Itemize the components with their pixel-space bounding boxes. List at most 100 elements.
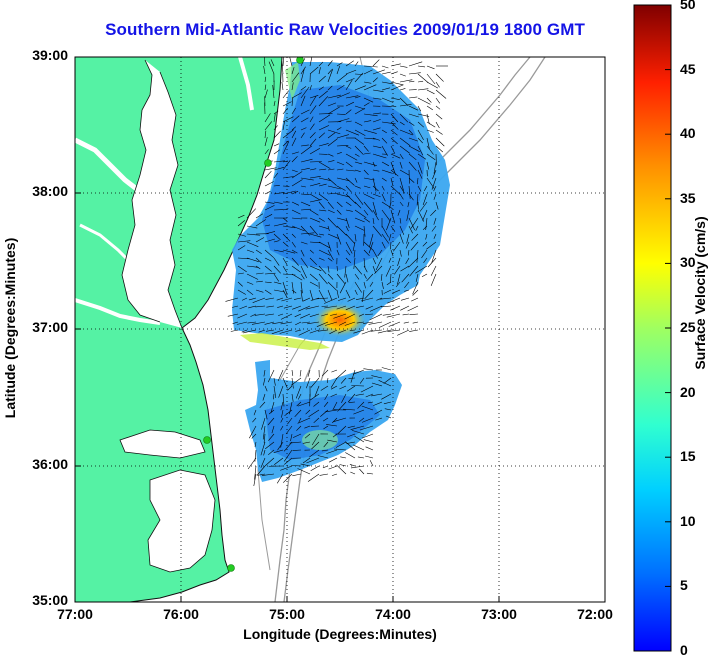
velocity-arrow: [367, 401, 374, 404]
velocity-arrow: [273, 393, 275, 400]
velocity-arrow: [265, 441, 275, 450]
velocity-arrow: [309, 329, 320, 334]
velocity-fringe-south: [240, 333, 330, 350]
velocity-arrow: [363, 249, 370, 257]
x-tick-label: 75:00: [269, 606, 305, 622]
velocity-arrow: [300, 86, 307, 91]
velocity-arrow: [326, 377, 329, 383]
velocity-arrow: [282, 473, 293, 483]
velocity-arrow: [298, 305, 311, 312]
velocity-arrow: [390, 305, 401, 311]
velocity-arrow: [417, 185, 422, 192]
velocity-arrow: [264, 457, 275, 467]
velocity-arrow: [345, 120, 352, 123]
velocity-arrow: [273, 192, 285, 195]
velocity-arrow: [282, 265, 287, 273]
velocity-arrow: [280, 433, 284, 448]
velocity-arrow: [309, 273, 318, 281]
velocity-arrow: [327, 265, 330, 273]
station-marker: [264, 159, 272, 167]
velocity-arrow: [318, 96, 329, 107]
velocity-arrow: [273, 185, 280, 187]
velocity-arrow: [399, 137, 411, 147]
velocity-arrow: [264, 231, 276, 235]
velocity-arrow: [407, 201, 410, 208]
velocity-arrow: [309, 85, 312, 91]
velocity-arrow: [353, 249, 356, 258]
velocity-arrow: [282, 107, 288, 115]
velocity-arrow: [291, 241, 296, 248]
velocity-arrow: [390, 209, 396, 224]
velocity-arrow: [295, 385, 302, 399]
velocity-arrow: [381, 185, 385, 191]
velocity-arrow: [309, 199, 322, 203]
y-tick-label: 39:00: [32, 47, 68, 63]
velocity-arrow: [251, 321, 266, 325]
velocity-arrow: [426, 153, 436, 161]
velocity-arrow: [241, 329, 248, 333]
velocity-arrow: [345, 273, 349, 283]
velocity-arrow: [336, 73, 348, 83]
velocity-arrow: [381, 281, 384, 289]
velocity-arrow: [274, 457, 284, 465]
velocity-arrow: [352, 241, 356, 252]
velocity-arrow: [307, 473, 320, 482]
velocity-arrow: [345, 169, 356, 172]
velocity-arrow: [410, 241, 419, 251]
velocity-arrow: [399, 104, 412, 107]
velocity-arrow: [313, 401, 320, 407]
velocity-arrow: [426, 81, 439, 89]
velocity-arrow: [291, 92, 302, 99]
velocity-arrow: [344, 313, 356, 320]
velocity-arrow: [399, 129, 413, 136]
velocity-arrow: [309, 281, 319, 287]
velocity-arrow: [261, 473, 275, 476]
velocity-arrow: [326, 449, 338, 454]
velocity-arrow: [397, 209, 401, 216]
velocity-arrow: [291, 465, 302, 467]
velocity-arrow: [399, 201, 404, 207]
velocity-arrow: [291, 281, 294, 294]
velocity-arrow: [354, 137, 365, 145]
velocity-arrow: [336, 249, 340, 256]
velocity-arrow: [345, 225, 349, 232]
velocity-arrow: [284, 457, 293, 465]
velocity-arrow: [377, 329, 392, 334]
velocity-arrow: [231, 305, 239, 308]
velocity-arrow: [372, 127, 381, 131]
velocity-arrow: [360, 385, 374, 393]
velocity-arrow: [415, 273, 419, 282]
velocity-arrow: [321, 305, 329, 307]
velocity-arrow: [408, 129, 414, 135]
x-tick-label: 74:00: [375, 606, 411, 622]
velocity-arrow: [267, 417, 275, 426]
velocity-arrow: [305, 305, 320, 310]
velocity-arrow: [331, 369, 338, 373]
velocity-arrow: [336, 305, 347, 310]
velocity-arrow: [300, 132, 305, 139]
velocity-arrow: [316, 321, 329, 327]
velocity-arrow: [309, 249, 314, 254]
velocity-arrow: [291, 217, 302, 220]
velocity-arrow: [270, 401, 275, 414]
velocity-arrow: [263, 369, 266, 377]
velocity-arrow: [421, 273, 428, 278]
velocity-arrow: [381, 65, 389, 69]
velocity-arrow: [307, 369, 311, 377]
velocity-arrow: [369, 305, 383, 312]
velocity-arrow: [282, 393, 285, 407]
velocity-arrow: [291, 171, 303, 179]
velocity-arrow: [408, 96, 418, 99]
velocity-arrow: [264, 409, 268, 420]
velocity-arrow: [352, 369, 365, 375]
velocity-arrow: [399, 88, 406, 91]
velocity-arrow: [282, 249, 296, 254]
velocity-arrow: [287, 417, 293, 425]
x-axis-label: Longitude (Degrees:Minutes): [243, 626, 437, 642]
velocity-arrow: [344, 321, 356, 326]
velocity-arrow: [381, 393, 392, 400]
velocity-arrow: [264, 272, 276, 275]
velocity-arrow: [309, 132, 316, 139]
velocity-arrow: [399, 169, 410, 176]
velocity-arrow: [386, 217, 392, 231]
